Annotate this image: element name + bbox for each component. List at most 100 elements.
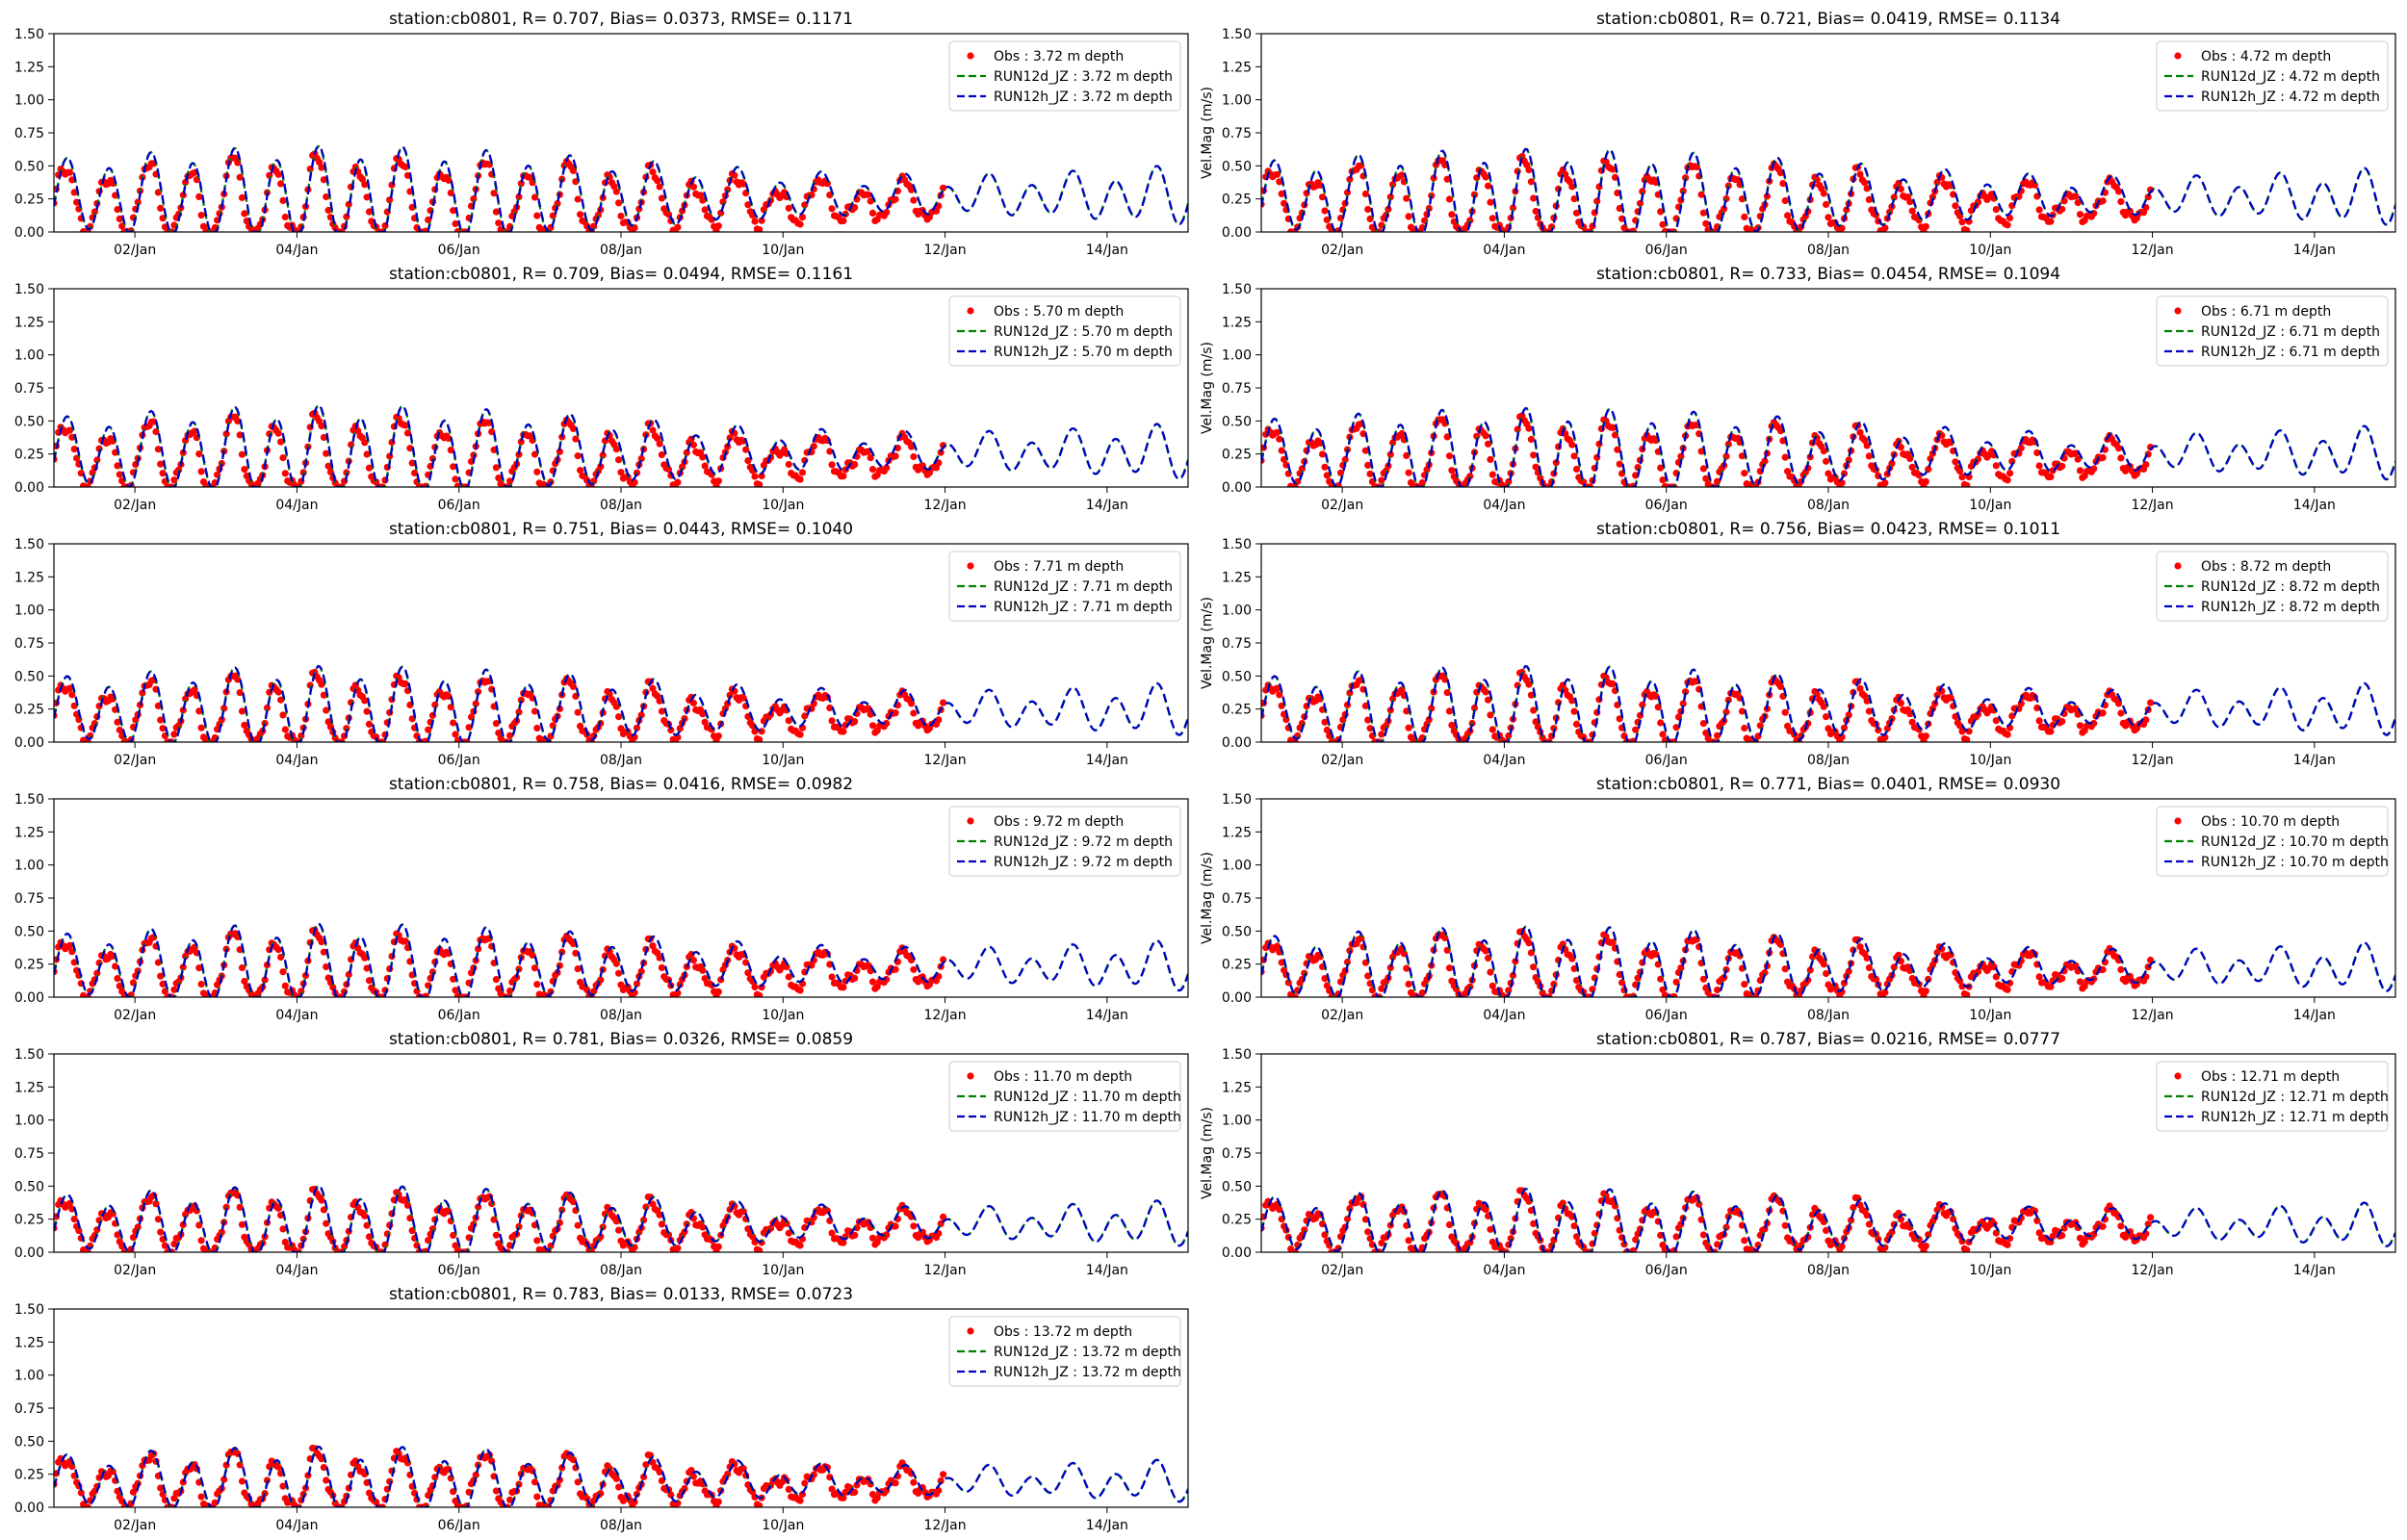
obs-point [323, 1476, 330, 1484]
obs-point [1672, 724, 1680, 732]
legend-label: Obs : 9.72 m depth [994, 814, 1124, 830]
obs-point [517, 180, 525, 188]
obs-point [358, 175, 366, 183]
obs-point [279, 968, 287, 976]
obs-point [1378, 476, 1385, 484]
y-tick-label: 1.00 [14, 348, 44, 364]
y-tick-label: 0.50 [1222, 924, 1252, 939]
obs-point [1738, 1221, 1747, 1229]
obs-point [883, 1231, 891, 1239]
legend-box [948, 1316, 1181, 1387]
obs-point [531, 964, 539, 972]
chart-title: station:cb0801, R= 0.756, Bias= 0.0423, … [1596, 520, 2060, 539]
obs-point [134, 198, 142, 206]
obs-point [751, 983, 759, 991]
obs-point [656, 697, 663, 705]
y-tick-label: 1.50 [14, 27, 44, 42]
obs-point [2117, 709, 2125, 717]
obs-point [154, 1216, 162, 1223]
legend-label: RUN12h_JZ : 11.70 m depth [994, 1110, 1181, 1125]
obs-point [1823, 969, 1830, 978]
x-tick-label: 06/Jan [438, 1518, 480, 1533]
obs-point [170, 1495, 178, 1502]
plot-area [1261, 664, 2395, 742]
obs-point [533, 981, 541, 988]
obs-point [1572, 720, 1581, 729]
y-tick-label: 0.50 [14, 159, 44, 174]
chart-panel: station:cb0801, R= 0.787, Bias= 0.0216, … [1200, 1030, 2396, 1278]
obs-point [2047, 728, 2055, 735]
x-tick-label: 02/Jan [114, 1263, 156, 1278]
obs-point [699, 196, 707, 204]
obs-point [1445, 1220, 1454, 1229]
obs-point [1741, 1237, 1748, 1245]
plot-area [1261, 925, 2395, 997]
obs-point [785, 460, 792, 469]
y-tick-label: 1.00 [1222, 1114, 1252, 1129]
obs-point [1632, 726, 1640, 733]
obs-point [1908, 463, 1916, 471]
obs-point [533, 468, 541, 475]
obs-point [114, 1231, 121, 1239]
y-tick-label: 0.00 [14, 990, 44, 1006]
obs-point [70, 446, 78, 453]
y-tick-label: 1.25 [14, 825, 44, 840]
obs-point [1532, 207, 1540, 216]
obs-point [642, 1203, 650, 1211]
obs-point [1838, 1243, 1846, 1250]
obs-point [238, 193, 246, 201]
obs-point [1697, 191, 1705, 198]
obs-point [1343, 958, 1352, 966]
legend-label: Obs : 3.72 m depth [994, 49, 1124, 64]
obs-point [1922, 222, 1929, 230]
chart-title: station:cb0801, R= 0.781, Bias= 0.0326, … [389, 1030, 853, 1049]
y-tick-label: 0.50 [1222, 414, 1252, 429]
obs-point [1364, 1228, 1372, 1236]
chart-title: station:cb0801, R= 0.783, Bias= 0.0133, … [389, 1285, 853, 1304]
obs-point [93, 456, 101, 464]
obs-point [401, 422, 409, 429]
obs-point [1906, 454, 1914, 463]
obs-point [798, 214, 807, 221]
obs-point [116, 726, 123, 734]
obs-point [714, 477, 722, 485]
x-tick-label: 04/Jan [275, 1263, 318, 1278]
y-tick-label: 0.75 [14, 126, 44, 141]
obs-point [612, 446, 620, 453]
y-tick-label: 0.50 [1222, 159, 1252, 174]
x-tick-label: 04/Jan [275, 1518, 318, 1533]
obs-point [1863, 1212, 1871, 1219]
obs-point [1530, 194, 1538, 202]
obs-point [2115, 188, 2123, 195]
y-tick-label: 0.25 [1222, 958, 1252, 973]
obs-point [1487, 455, 1494, 463]
obs-point [2117, 965, 2125, 974]
obs-point [161, 1242, 168, 1249]
x-tick-label: 06/Jan [438, 753, 480, 768]
obs-point [1364, 205, 1372, 214]
legend-label: RUN12d_JZ : 6.71 m depth [2201, 324, 2380, 340]
obs-point [2058, 718, 2066, 726]
obs-point [241, 977, 248, 986]
obs-point [1570, 452, 1578, 460]
obs-point [472, 700, 479, 707]
obs-point [1714, 986, 1721, 994]
obs-point [1530, 1219, 1538, 1227]
x-tick-label: 02/Jan [1321, 1263, 1363, 1278]
obs-point [1609, 680, 1617, 688]
obs-point [65, 941, 74, 949]
x-tick-label: 10/Jan [1969, 243, 2011, 258]
obs-point [1326, 477, 1333, 485]
obs-point [2142, 716, 2150, 724]
x-tick-label: 02/Jan [1321, 243, 1363, 258]
obs-point [1908, 718, 1916, 726]
x-tick-label: 10/Jan [762, 1263, 804, 1278]
obs-point [2072, 192, 2080, 200]
obs-point [1781, 708, 1789, 716]
plot-area [1261, 406, 2395, 487]
obs-point [114, 206, 121, 214]
obs-point [1405, 980, 1412, 988]
